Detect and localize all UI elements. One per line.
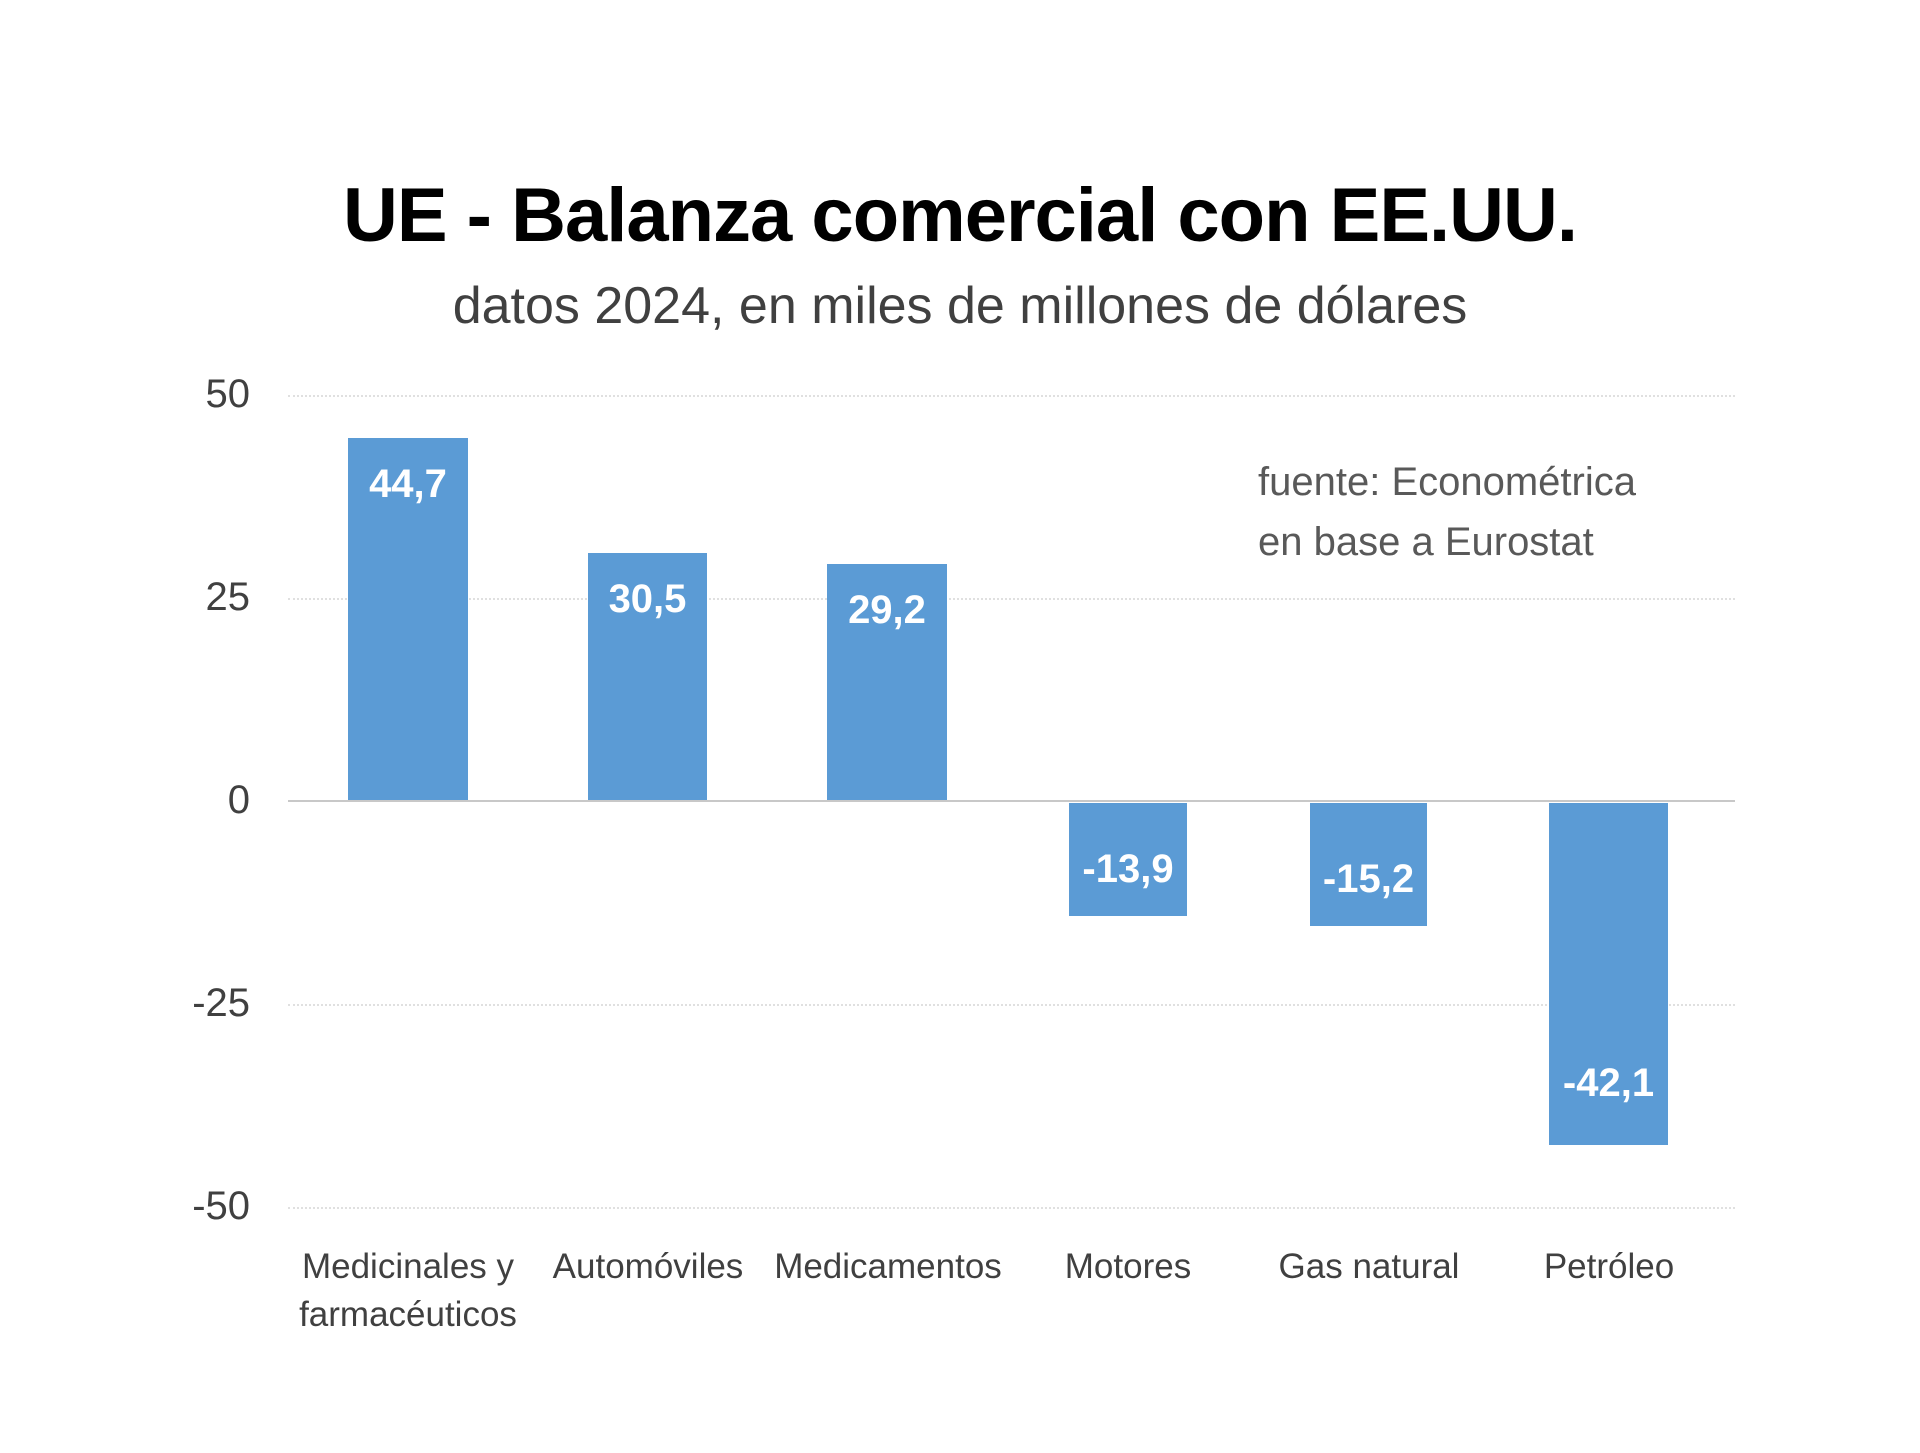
x-label-line-1: Medicamentos <box>774 1247 1002 1286</box>
bar-medicamentos: 29,2 <box>827 564 947 801</box>
x-label-motores: Motores <box>1008 1243 1248 1291</box>
plot-area: 44,7 30,5 29,2 -13,9 -15,2 -42,1 <box>288 395 1735 1209</box>
x-label-line-1: Medicinales y <box>301 1247 515 1286</box>
chart-title: UE - Balanza comercial con EE.UU. <box>342 173 1578 258</box>
bar-value-label: 44,7 <box>369 462 447 506</box>
gridline-minus-50 <box>288 1207 1735 1209</box>
bar-value-label: -13,9 <box>1082 847 1174 891</box>
x-label-automoviles: Automóviles <box>528 1243 768 1291</box>
bar-medicinales: 44,7 <box>348 438 468 801</box>
bar-value-label: -15,2 <box>1322 857 1415 901</box>
y-tick-minus-25: -25 <box>192 981 250 1025</box>
x-label-line-1: Motores <box>1064 1247 1192 1286</box>
x-label-line-1: Gas natural <box>1278 1247 1460 1286</box>
x-label-petroleo: Petróleo <box>1489 1243 1729 1291</box>
gridline-minus-25 <box>288 1004 1735 1006</box>
bar-petroleo: -42,1 <box>1549 803 1668 1145</box>
gridline-50 <box>288 395 1735 397</box>
bar-value-label: 29,2 <box>848 588 926 632</box>
x-label-line-1: Petróleo <box>1543 1247 1675 1286</box>
gridline-25 <box>288 598 1735 600</box>
bar-gas-natural: -15,2 <box>1310 803 1427 926</box>
x-label-medicinales: Medicinales y farmacéuticos <box>288 1243 528 1339</box>
source-line-2: en base a Eurostat <box>1258 520 1594 564</box>
y-tick-50: 50 <box>205 372 251 416</box>
zero-axis-line <box>288 800 1735 802</box>
source-line-1: fuente: Econométrica <box>1258 460 1636 504</box>
y-tick-25: 25 <box>205 575 251 619</box>
bar-value-label: -42,1 <box>1562 1061 1655 1105</box>
x-label-line-2: farmacéuticos <box>299 1295 517 1334</box>
bar-motores: -13,9 <box>1069 803 1187 916</box>
x-label-line-1: Automóviles <box>552 1247 744 1286</box>
chart-subtitle: datos 2024, en miles de millones de dóla… <box>452 277 1468 335</box>
x-label-gas-natural: Gas natural <box>1249 1243 1489 1291</box>
bar-automoviles: 30,5 <box>588 553 707 801</box>
bar-value-label: 30,5 <box>608 577 687 621</box>
x-label-medicamentos: Medicamentos <box>768 1243 1008 1291</box>
source-annotation: fuente: Econométrica en base a Eurostat <box>1258 452 1636 572</box>
y-tick-minus-50: -50 <box>192 1184 250 1228</box>
y-tick-0: 0 <box>227 778 250 822</box>
